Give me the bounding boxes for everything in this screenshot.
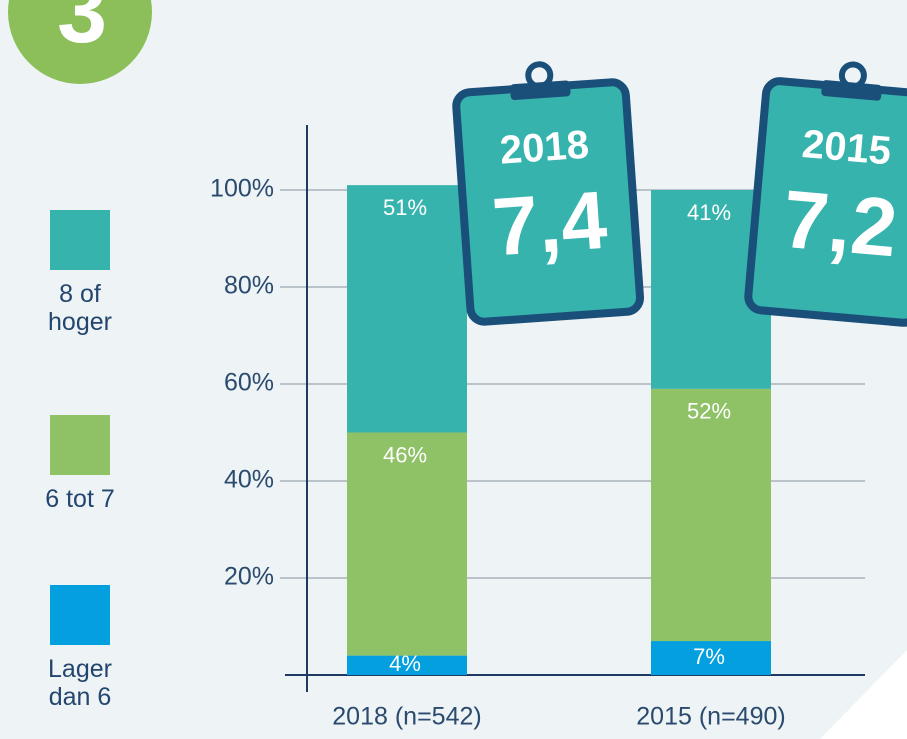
y-tick-label: 80% bbox=[224, 272, 274, 300]
annotation-year: 2015 bbox=[800, 122, 892, 174]
data-label: 7% bbox=[693, 644, 725, 669]
legend-swatch bbox=[50, 415, 110, 475]
data-label: 51% bbox=[383, 195, 427, 220]
badge-circle bbox=[8, 0, 152, 84]
y-tick-label: 100% bbox=[210, 175, 274, 203]
annotation-score: 7,2 bbox=[779, 174, 900, 275]
bar-segment bbox=[651, 641, 771, 675]
decoration bbox=[820, 650, 907, 739]
y-tick-label: 60% bbox=[224, 369, 274, 397]
annotation-year: 2018 bbox=[498, 123, 590, 173]
legend-label: Lager dan 6 bbox=[48, 655, 112, 711]
y-tick-label: 20% bbox=[224, 563, 274, 591]
legend-label: 8 of hoger bbox=[48, 280, 112, 336]
clipboard-clip bbox=[510, 80, 571, 101]
data-label: 52% bbox=[687, 399, 731, 424]
annotation-score: 7,4 bbox=[490, 175, 610, 274]
legend-swatch bbox=[50, 210, 110, 270]
bar-segment bbox=[347, 185, 467, 433]
legend-label: 6 tot 7 bbox=[45, 485, 115, 513]
legend-item: Lager dan 6 bbox=[48, 655, 112, 711]
data-label: 46% bbox=[383, 442, 427, 467]
clipboard-clip bbox=[821, 80, 882, 101]
legend-item: 8 of hoger bbox=[48, 280, 112, 336]
x-tick-label: 2018 (n=542) bbox=[332, 703, 481, 731]
y-tick-label: 40% bbox=[224, 466, 274, 494]
bar-segment bbox=[651, 388, 771, 642]
badge: 3 bbox=[57, 0, 107, 62]
legend-item: 6 tot 7 bbox=[45, 485, 115, 513]
x-tick-label: 2015 (n=490) bbox=[636, 703, 785, 731]
legend-swatch bbox=[50, 585, 110, 645]
data-label: 41% bbox=[687, 200, 731, 225]
bar-segment bbox=[347, 432, 467, 656]
bar-segment bbox=[347, 655, 467, 675]
